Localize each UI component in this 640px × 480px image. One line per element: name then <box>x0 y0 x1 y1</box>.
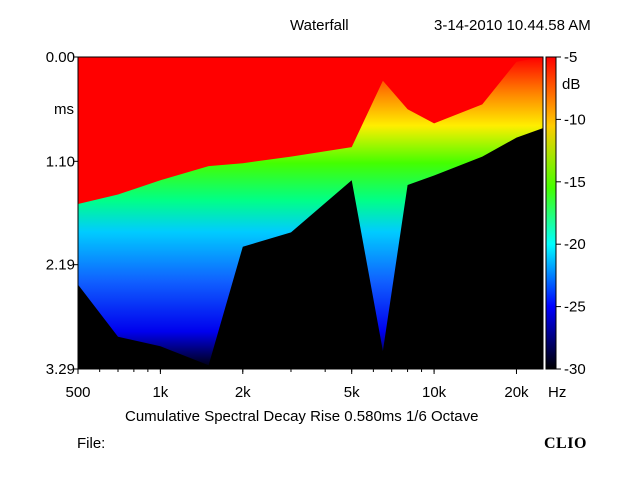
x-axis-unit: Hz <box>548 384 566 401</box>
x-tick-label: 5k <box>344 384 360 401</box>
colorbar-unit: dB <box>562 76 580 93</box>
footer-caption: Cumulative Spectral Decay Rise 0.580ms 1… <box>125 408 479 425</box>
y-tick-label: 0.00 <box>46 49 75 66</box>
colorbar-tick-label: -15 <box>564 174 586 191</box>
colorbar-tick-label: -5 <box>564 49 577 66</box>
colorbar <box>545 56 557 370</box>
timestamp: 3-14-2010 10.44.58 AM <box>434 17 591 34</box>
chart-title: Waterfall <box>290 17 349 34</box>
y-tick-label: 1.10 <box>46 153 75 170</box>
x-tick-label: 2k <box>235 384 251 401</box>
x-tick-label: 20k <box>504 384 529 401</box>
noise-floor-region <box>78 128 543 369</box>
file-label: File: <box>77 435 106 452</box>
y-tick-label: 3.29 <box>46 361 75 378</box>
colorbar-tick-label: -20 <box>564 236 586 253</box>
x-tick-label: 500 <box>65 384 90 401</box>
colorbar-tick-label: -30 <box>564 361 586 378</box>
red-region <box>78 57 543 204</box>
clio-logo: CLIO <box>544 435 587 452</box>
colorbar-tick-label: -10 <box>564 111 586 128</box>
y-tick-label: 2.19 <box>46 257 75 274</box>
y-axis-unit: ms <box>54 101 74 118</box>
colorbar-tick-label: -25 <box>564 299 586 316</box>
x-tick-label: 1k <box>152 384 168 401</box>
x-tick-label: 10k <box>422 384 447 401</box>
